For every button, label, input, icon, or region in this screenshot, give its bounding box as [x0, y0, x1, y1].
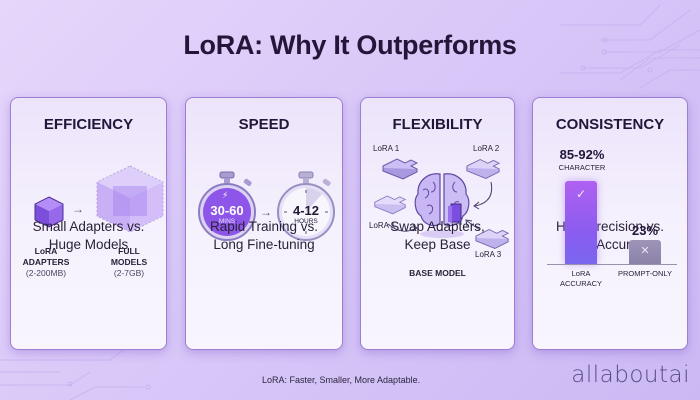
curved-arrow-icon	[473, 181, 493, 210]
base-model-label: BASE MODEL	[409, 268, 466, 278]
lora-adapters-line1: LoRA	[34, 246, 58, 256]
card-consistency: CONSISTENCY High Precision vs. Low Accur…	[532, 97, 688, 350]
card-efficiency: EFFICIENCY → LoRA ADAPTERS (2-200MB) FUL…	[10, 97, 167, 350]
lora-adapters-label: LoRA ADAPTERS (2-200MB)	[19, 246, 73, 279]
lora-accuracy-sub: CHARACTER	[558, 163, 606, 172]
caption-line1: Swap Adapters,	[390, 219, 485, 234]
caption-line1: Small Adapters vs.	[32, 219, 145, 234]
brand-logo: allaboutai	[571, 362, 690, 388]
small-cube-icon	[34, 196, 64, 228]
prompt-only-label: PROMPT-ONLY	[617, 269, 673, 278]
lora-accuracy-label: LoRA ACCURACY	[556, 269, 606, 289]
card-title: FLEXIBILITY	[392, 116, 483, 133]
curved-arrow-icon	[387, 223, 418, 232]
lora-adapters-size: (2-200MB)	[25, 268, 67, 278]
lora-label-line1: LoRA	[571, 269, 591, 278]
card-flexibility: FLEXIBILITY LoRA 1 LoRA 2 LoRA 1 LoRA 3 …	[360, 97, 515, 350]
lora-label: LoRA 2	[473, 144, 500, 153]
card-caption: Swap Adapters, Keep Base	[361, 218, 514, 254]
arrow-right-icon: →	[260, 205, 272, 219]
card-caption: Rapid Training vs. Long Fine-tuning	[186, 218, 342, 254]
lora-adapters-line2: ADAPTERS	[22, 257, 70, 267]
card-caption: Small Adapters vs. Huge Models	[11, 218, 166, 254]
stopwatch-icon	[198, 171, 256, 241]
caption-line2: Low Accuracy	[568, 237, 652, 252]
puzzle-piece-icon	[466, 158, 501, 179]
prompt-only-value: 23%	[631, 223, 659, 238]
curved-arrow-icon	[465, 219, 481, 231]
fast-timer-unit: MINS	[218, 218, 236, 225]
chart-baseline	[547, 264, 677, 265]
bar-lora-accuracy: ✓	[565, 181, 597, 264]
arrow-right-icon: →	[72, 202, 84, 216]
lora-label: LoRA 1	[373, 144, 400, 153]
x-icon: ✕	[640, 245, 650, 257]
slow-timer-value: 4-12	[292, 203, 320, 218]
stopwatch-icon	[277, 171, 335, 241]
caption-line2: Huge Models	[48, 237, 129, 252]
caption-line2: Long Fine-tuning	[213, 237, 315, 252]
card-title: SPEED	[238, 116, 290, 133]
lora-label: LoRA 3	[475, 250, 502, 259]
card-title: CONSISTENCY	[555, 116, 665, 133]
puzzle-piece-icon	[374, 195, 407, 215]
brain-icon	[414, 173, 470, 238]
full-models-label: FULL MODELS (2-7GB)	[101, 246, 157, 279]
lora-label: LoRA 1	[369, 221, 396, 230]
slow-timer-unit: HOURS	[294, 218, 318, 225]
footer-tagline: LoRA: Faster, Smaller, More Adaptable.	[262, 375, 421, 385]
caption-line1: Rapid Training vs.	[209, 219, 319, 234]
lora-label-line2: ACCURACY	[559, 279, 603, 288]
full-models-line1: FULL	[118, 246, 140, 256]
puzzle-piece-icon	[475, 228, 510, 249]
puzzle-piece-icon	[382, 158, 419, 180]
caption-line2: Keep Base	[404, 237, 471, 252]
full-models-line2: MODELS	[110, 257, 148, 267]
card-speed: SPEED ⚡ 30-60 MINS → 4-12 HOURS Rapid Tr…	[185, 97, 343, 350]
lightning-icon: ⚡	[222, 190, 229, 200]
lora-accuracy-value: 85-92%	[559, 147, 605, 162]
card-title: EFFICIENCY	[43, 116, 134, 133]
fast-timer-value: 30-60	[210, 203, 244, 218]
large-cube-icon	[96, 165, 164, 233]
page-title: LoRA: Why It Outperforms	[183, 30, 517, 60]
check-icon: ✓	[575, 187, 587, 201]
full-models-size: (2-7GB)	[113, 268, 145, 278]
bar-prompt-only: ✕	[629, 240, 661, 264]
